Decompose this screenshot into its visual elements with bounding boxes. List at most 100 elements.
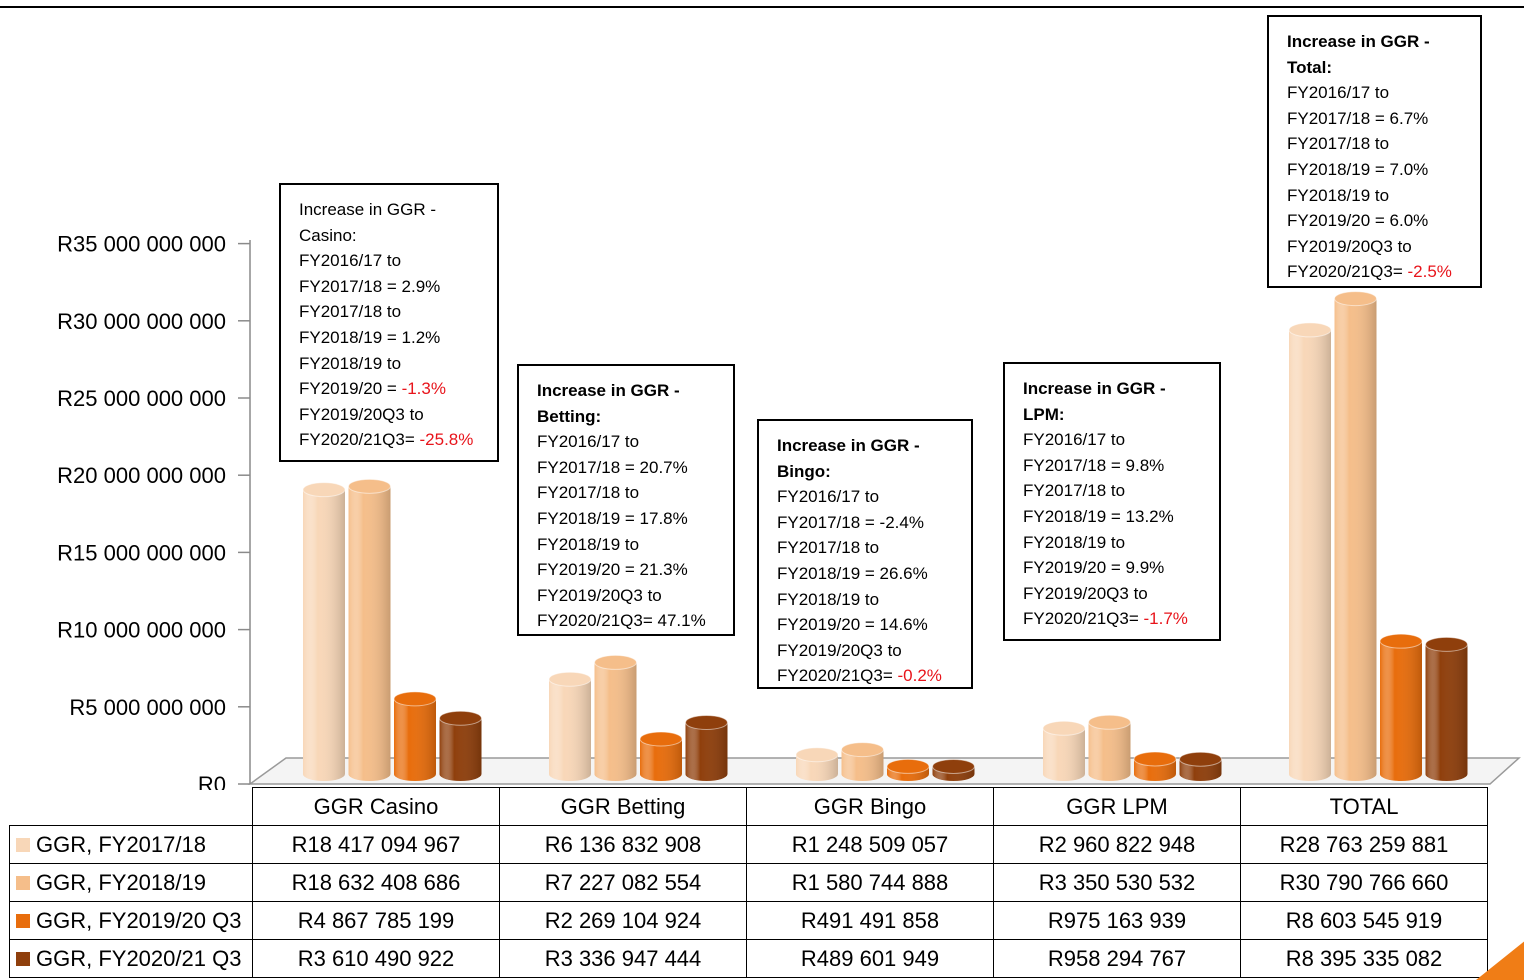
annotation-negative-value: -2.5% [1407,262,1452,282]
data-label: R3 350 530 532 [993,863,1241,902]
annotation-line: FY2020/21Q3= -2.5% [1287,262,1452,282]
annotation-line: FY2018/19 to [299,353,402,373]
category-label: GGR LPM [993,787,1241,826]
bar [639,731,683,781]
table-row: GGR, FY2020/21 Q3 R3 610 490 922 R3 336 94… [9,939,1488,978]
annotation-line: FY2018/19 = 1.2% [299,327,441,347]
bar [685,714,728,782]
bar [1042,720,1086,781]
y-tick-label: R0 [198,772,226,790]
annotation-line: FY2017/18 = 6.7% [1287,108,1429,128]
annotation-heading: Increase in GGR - LPM: [1023,379,1166,424]
annotation-line: FY2019/20 = 9.9% [1023,558,1165,578]
y-tick-label: R5 000 000 000 [69,695,226,720]
annotation-line: FY2017/18 = 2.9% [299,276,441,296]
annotation-casino: Increase in GGR - Casino: FY2016/17 to FY2… [279,183,499,462]
annotation-line: FY2018/19 to [777,589,880,609]
data-label: R4 867 785 199 [252,901,500,940]
annotation-line: FY2017/18 = 9.8% [1023,455,1165,475]
data-label: R958 294 767 [993,939,1241,978]
bar [548,671,592,781]
annotation-line: FY2019/20Q3 to [1287,236,1412,256]
annotation-line: FY2020/21Q3= -0.2% [777,666,942,686]
annotation-line: FY2020/21Q3= 47.1% [537,611,706,631]
legend-swatch [16,913,30,928]
bar [841,742,884,782]
annotation-line: FY2017/18 to [1023,481,1126,501]
data-label: R975 163 939 [993,901,1241,940]
annotation-line: FY2017/18 = 20.7% [537,457,688,477]
annotation-line: FY2019/20 = 6.0% [1287,211,1429,231]
y-axis: R0 R5 000 000 000 R10 000 000 000 R15 000 0… [57,232,251,790]
bar [302,482,346,781]
annotation-line: FY2019/20Q3 to [1023,583,1148,603]
data-label: R2 960 822 948 [993,825,1241,864]
annotation-line: FY2017/18 to [777,538,880,558]
annotation-line: FY2018/19 = 7.0% [1287,159,1429,179]
annotation-line: FY2019/20Q3 to [299,404,424,424]
series-name: GGR, FY2020/21 Q3 [36,945,242,971]
annotation-heading: Increase in GGR - Casino: [299,200,436,245]
data-label: R489 601 949 [746,939,994,978]
annotation-line: FY2018/19 = 13.2% [1023,506,1174,526]
table-row: GGR, FY2018/19 R18 632 408 686 R7 227 082 … [9,863,1488,902]
y-tick-label: R20 000 000 000 [57,463,226,488]
bar [1133,751,1177,781]
series-name: GGR, FY2017/18 [36,831,206,857]
y-tick-label: R25 000 000 000 [57,386,226,411]
bar [1179,751,1222,782]
data-label: R6 136 832 908 [499,825,747,864]
annotation-negative-value: -25.8% [419,430,474,450]
bar [1288,322,1332,781]
y-tick-label: R30 000 000 000 [57,309,226,334]
series-name: GGR, FY2019/20 Q3 [36,907,242,933]
annotation-line: FY2018/19 = 17.8% [537,508,688,528]
corner-decoration [1476,940,1524,980]
category-label: GGR Bingo [746,787,994,826]
data-label: R3 610 490 922 [252,939,500,978]
top-rule [0,0,1524,8]
series-label: GGR, FY2018/19 [9,863,253,902]
annotation-line: FY2019/20Q3 to [777,640,902,660]
annotation-line: FY2017/18 to [299,302,402,322]
annotation-line: FY2016/17 to [1023,430,1126,450]
annotation-line: FY2016/17 to [299,251,402,271]
bar [439,710,482,782]
y-tick-label: R15 000 000 000 [57,540,226,565]
annotation-negative-value: -1.7% [1143,609,1188,629]
annotation-line: FY2016/17 to [537,432,640,452]
series-label: GGR, FY2017/18 [9,825,253,864]
data-label: R28 763 259 881 [1240,825,1488,864]
annotation-line: FY2017/18 to [537,483,640,503]
data-label: R18 632 408 686 [252,863,500,902]
annotation-betting: Increase in GGR - Betting: FY2016/17 to FY… [517,364,735,636]
data-label: R30 790 766 660 [1240,863,1488,902]
category-label: GGR Betting [499,787,747,826]
data-label: R8 603 545 919 [1240,901,1488,940]
annotation-line: FY2019/20 = 14.6% [777,615,928,635]
legend-swatch [16,875,30,890]
data-label: R3 336 947 444 [499,939,747,978]
annotation-lpm: Increase in GGR - LPM: FY2016/17 to FY2017… [1003,362,1221,641]
bar [932,758,975,782]
table-row: GGR, FY2017/18 R18 417 094 967 R6 136 832 … [9,825,1488,864]
category-label: TOTAL [1240,787,1488,826]
y-tick-label: R35 000 000 000 [57,232,226,257]
series-name: GGR, FY2018/19 [36,869,206,895]
annotation-line: FY2019/20 = -1.3% [299,379,446,399]
series-label: GGR, FY2020/21 Q3 [9,939,253,978]
annotation-line: FY2018/19 = 26.6% [777,563,928,583]
bars [302,291,1468,782]
category-label: GGR Casino [252,787,500,826]
bar [1425,636,1468,782]
annotation-line: FY2017/18 = -2.4% [777,512,924,532]
bar-chart: R0 R5 000 000 000 R10 000 000 000 R15 000 0… [57,232,1521,790]
annotation-line: FY2019/20Q3 to [537,585,662,605]
data-label: R491 491 858 [746,901,994,940]
bar [393,691,437,781]
annotation-line: FY2018/19 to [537,534,640,554]
series-label: GGR, FY2019/20 Q3 [9,901,253,940]
annotation-bingo: Increase in GGR - Bingo: FY2016/17 to FY20… [757,419,973,689]
legend-swatch [16,951,30,966]
annotation-line: FY2020/21Q3= -1.7% [1023,609,1188,629]
